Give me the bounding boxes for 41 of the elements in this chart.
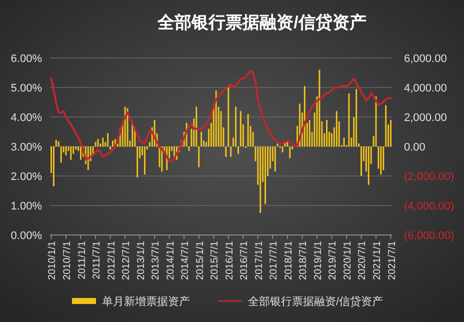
y2-tick-label: (4,000.00) (404, 200, 454, 212)
x-tick-label: 2021/1/1 (372, 240, 384, 280)
x-tick-label: 2013/1/1 (136, 240, 147, 280)
y-tick-label: 3.00% (10, 142, 42, 154)
y-tick-label: 5.00% (10, 82, 42, 94)
x-tick-label: 2014/7/1 (180, 240, 192, 280)
y2-tick-label: 6,000.00 (404, 53, 447, 65)
x-tick-label: 2016/1/1 (224, 240, 236, 280)
y2-tick-label: 0.00 (404, 142, 426, 154)
x-tick-label: 2020/1/1 (342, 240, 354, 280)
y2-tick-label: 2,000.00 (404, 112, 447, 124)
x-tick-label: 2010/7/1 (62, 240, 73, 280)
x-tick-label: 2017/1/1 (254, 240, 265, 280)
x-tick-label: 2014/1/1 (165, 240, 176, 280)
x-tick-label: 2011/1/1 (76, 240, 88, 280)
x-tick-label: 2019/7/1 (328, 240, 339, 280)
x-tick-label: 2018/7/1 (298, 240, 310, 280)
y2-tick-label: (2,000.00) (404, 171, 454, 183)
y2-tick-label: (6,000.00) (404, 230, 454, 242)
x-tick-label: 2016/7/1 (239, 240, 250, 280)
legend-label: 全部银行票据融资/信贷资产 (248, 295, 384, 308)
y-tick-label: 2.00% (10, 171, 42, 183)
y-tick-label: 1.00% (10, 200, 42, 212)
y-tick-label: 4.00% (10, 112, 42, 124)
x-tick-label: 2012/1/1 (106, 240, 118, 280)
x-tick-label: 2011/7/1 (92, 240, 103, 280)
x-tick-label: 2019/1/1 (312, 240, 324, 280)
x-tick-label: 2012/7/1 (121, 240, 132, 280)
x-tick-label: 2020/7/1 (357, 240, 368, 280)
x-tick-label: 2018/1/1 (283, 240, 294, 280)
title: 全部银行票据融资/信贷资产 (158, 13, 366, 32)
x-tick-label: 2021/7/1 (386, 240, 398, 280)
x-tick-label: 2015/7/1 (210, 240, 221, 280)
legend-label: 单月新增票据资产 (102, 295, 190, 308)
y-tick-label: 6.00% (10, 53, 42, 65)
x-tick-label: 2015/1/1 (194, 240, 206, 280)
x-tick-label: 2013/7/1 (150, 240, 162, 280)
y-tick-label: 0.00% (10, 230, 42, 242)
y2-tick-label: 4,000.00 (404, 82, 447, 94)
x-tick-label: 2010/1/1 (47, 240, 58, 280)
x-tick-label: 2017/7/1 (268, 240, 280, 280)
